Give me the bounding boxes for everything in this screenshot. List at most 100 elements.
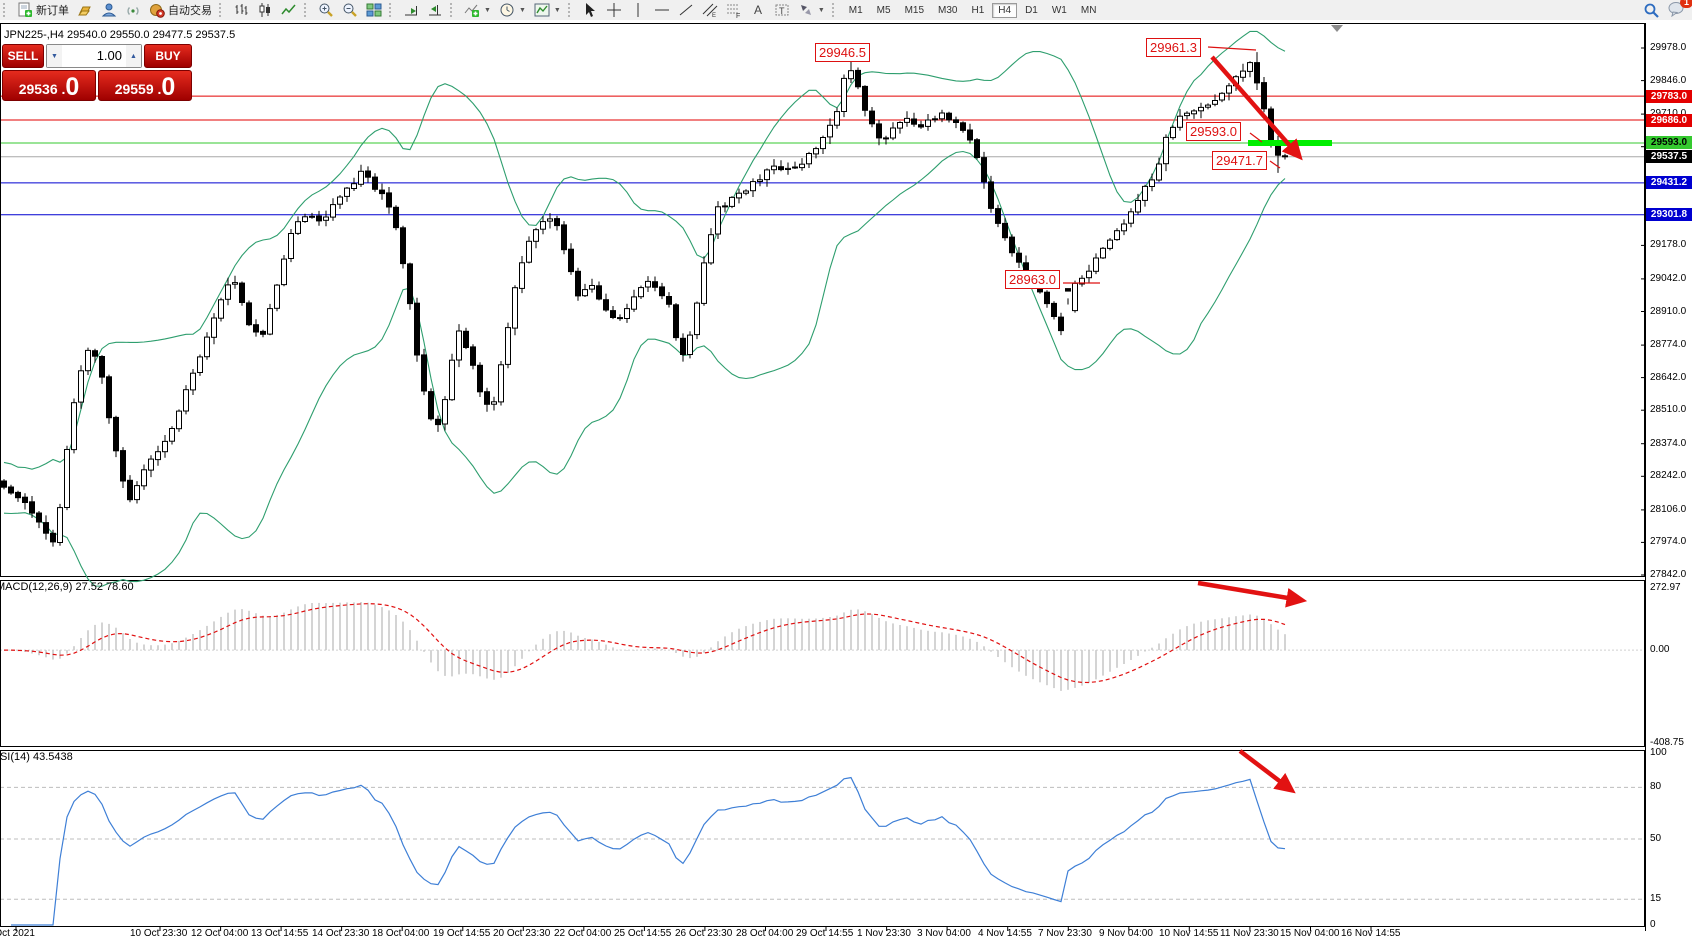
channel-tool-button[interactable]: E [698, 1, 722, 19]
price-annotation-label[interactable]: 29961.3 [1146, 38, 1201, 57]
timeframe-m5[interactable]: M5 [876, 4, 891, 16]
zoom-out-icon [343, 3, 357, 17]
text-label-icon: T [775, 4, 789, 16]
periods-button[interactable]: ▼ [495, 1, 530, 19]
bar-chart-icon [235, 4, 248, 15]
community-button[interactable] [97, 1, 121, 19]
price-level-badge: 29537.5 [1646, 150, 1692, 163]
vertical-line-tool-button[interactable] [626, 1, 650, 19]
indicators-button[interactable]: ▼ [460, 1, 495, 19]
line-chart-icon [281, 4, 296, 15]
time-axis-label: 8 Oct 2021 [0, 928, 35, 939]
pane-splitter[interactable] [0, 746, 1692, 750]
price-annotation-label[interactable]: 28963.0 [1005, 270, 1060, 289]
chat-button[interactable]: 1 [1668, 0, 1692, 20]
timeframe-d1[interactable]: D1 [1025, 4, 1038, 16]
price-level-badge: 29301.8 [1646, 208, 1692, 221]
trendline-tool-button[interactable] [674, 1, 698, 19]
equidistant-channel-icon: E [702, 3, 718, 18]
autotrading-button[interactable]: 自动交易 [145, 1, 216, 19]
gold-icon [78, 6, 91, 16]
horizontal-line-tool-button[interactable] [650, 1, 674, 19]
community-icon [101, 3, 117, 17]
template-button[interactable]: ▼ [530, 1, 565, 19]
trendline-icon [679, 4, 693, 16]
timeframe-h1[interactable]: H1 [971, 4, 985, 16]
pane-splitter[interactable] [0, 576, 1692, 580]
autoscroll-button[interactable] [399, 1, 423, 19]
sell-button[interactable]: SELL [2, 44, 44, 68]
time-axis-label: 28 Oct 04:00 [736, 928, 794, 939]
sell-price-display[interactable]: 29536 .0 [2, 70, 96, 101]
new-order-icon [18, 2, 32, 17]
volume-increase-button[interactable]: ▲ [126, 45, 141, 67]
rsi-axis-tick-label: 0 [1650, 919, 1656, 930]
rsi-axis-tick-label: 100 [1650, 747, 1667, 758]
new-order-label: 新订单 [36, 5, 69, 17]
timeframe-m30[interactable]: M30 [938, 4, 958, 16]
timeframe-h4[interactable]: H4 [992, 2, 1018, 18]
vertical-line-icon [637, 3, 639, 17]
chevron-down-icon: ▼ [553, 6, 561, 14]
search-icon[interactable] [1643, 2, 1660, 19]
line-chart-button[interactable] [277, 1, 301, 19]
timeframe-m1[interactable]: M1 [848, 4, 863, 16]
buy-price-display[interactable]: 29559 .0 [98, 70, 192, 101]
timeframe-w1[interactable]: W1 [1051, 4, 1067, 16]
time-axis-label: 22 Oct 04:00 [554, 928, 612, 939]
signal-button[interactable] [121, 1, 145, 19]
price-annotation-label[interactable]: 29946.5 [815, 43, 870, 62]
cursor-tool-button[interactable] [578, 1, 602, 19]
price-level-badge: 29431.2 [1646, 176, 1692, 189]
price-level-badge: 29686.0 [1646, 114, 1692, 127]
annotation-leader-line [1207, 46, 1257, 51]
gold-button[interactable] [73, 1, 97, 19]
candlestick-chart-button[interactable] [253, 1, 277, 19]
price-annotation-label[interactable]: 29471.7 [1212, 151, 1267, 170]
chevron-down-icon: ▼ [817, 6, 825, 14]
text-tool-button[interactable]: A [746, 1, 770, 19]
new-order-button[interactable]: 新订单 [13, 1, 73, 19]
time-axis-label: 15 Nov 04:00 [1280, 928, 1340, 939]
toolbar-grip [389, 3, 396, 17]
svg-text:F: F [736, 13, 740, 18]
time-axis-label: 19 Oct 14:55 [433, 928, 491, 939]
svg-text:T: T [779, 6, 785, 16]
text-label-tool-button[interactable]: T [770, 1, 794, 19]
time-axis-label: 4 Nov 14:55 [978, 928, 1032, 939]
chart-shift-marker [1331, 25, 1343, 32]
price-axis-tick-label: 27974.0 [1650, 536, 1687, 547]
svg-text:E: E [712, 13, 716, 18]
rsi-indicator-label: RSI(14) 43.5438 [0, 751, 73, 763]
zoom-out-button[interactable] [338, 1, 362, 19]
zoom-in-button[interactable] [314, 1, 338, 19]
time-axis-label: 12 Oct 04:00 [191, 928, 249, 939]
buy-button[interactable]: BUY [144, 44, 192, 68]
trend-arrow [1238, 749, 1296, 794]
crosshair-tool-button[interactable] [602, 1, 626, 19]
price-axis-tick-label: 28374.0 [1650, 438, 1687, 449]
time-axis-label: 25 Oct 14:55 [614, 928, 672, 939]
price-level-badge: 29593.0 [1646, 136, 1692, 149]
price-annotation-label[interactable]: 29593.0 [1186, 122, 1241, 141]
price-axis-tick-label: 28106.0 [1650, 504, 1687, 515]
chart-window[interactable]: JPN225-,H4 29540.0 29550.0 29477.5 29537… [0, 20, 1692, 945]
timeframe-m15[interactable]: M15 [904, 4, 925, 16]
bar-chart-button[interactable] [229, 1, 253, 19]
time-axis-label: 1 Nov 23:30 [857, 928, 911, 939]
tile-windows-button[interactable] [362, 1, 386, 19]
time-axis-label: 13 Oct 14:55 [251, 928, 309, 939]
volume-value[interactable]: 1.00 [96, 48, 122, 63]
time-axis-label: 20 Oct 23:30 [493, 928, 551, 939]
toolbar-grip [567, 3, 575, 17]
time-axis-label: 29 Oct 14:55 [796, 928, 854, 939]
horizontal-line-icon [654, 9, 669, 11]
price-level-badge: 29783.0 [1646, 90, 1692, 103]
time-axis-label: 10 Oct 23:30 [130, 928, 188, 939]
volume-decrease-button[interactable]: ▼ [47, 45, 62, 67]
chart-shift-button[interactable] [423, 1, 447, 19]
chart-canvas[interactable] [0, 20, 1692, 945]
fibonacci-tool-button[interactable]: F [722, 1, 746, 19]
shapes-tool-button[interactable]: ▼ [794, 1, 829, 19]
timeframe-mn[interactable]: MN [1080, 4, 1097, 16]
